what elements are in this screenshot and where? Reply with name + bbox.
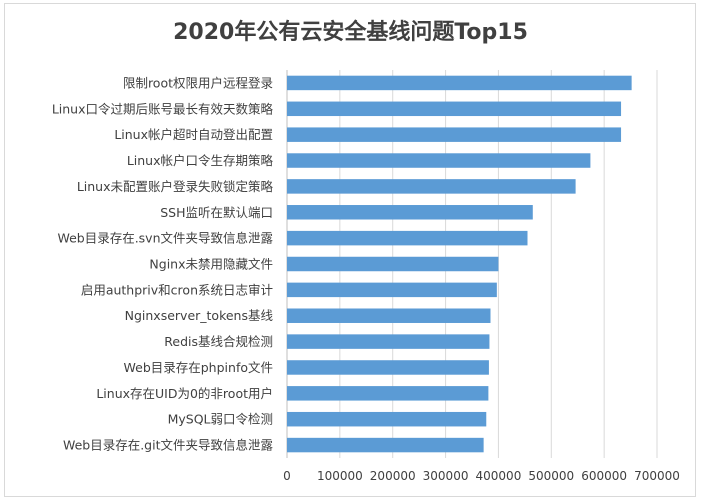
category-label: Linux口令过期后账号最长有效天数策略 <box>52 101 274 116</box>
category-label: 限制root权限用户远程登录 <box>123 75 273 90</box>
chart-title: 2020年公有云安全基线问题Top15 <box>173 20 528 45</box>
bar <box>287 334 490 349</box>
category-label: Linux帐户口令生存期策略 <box>127 153 274 168</box>
x-tick-label: 600000 <box>581 469 627 483</box>
bar <box>287 437 484 453</box>
x-tick-label: 300000 <box>423 469 469 483</box>
bar <box>287 101 622 117</box>
bar <box>287 230 528 246</box>
category-label: Nginx未禁用隐藏文件 <box>149 257 273 272</box>
bar <box>287 179 576 194</box>
bar <box>287 386 489 401</box>
bar <box>287 360 489 375</box>
bar <box>287 205 533 220</box>
category-label: Linux未配置账户登录失败锁定策略 <box>77 179 274 194</box>
bar <box>287 75 632 91</box>
x-tick-label: 400000 <box>476 469 522 483</box>
category-label: Redis基线合规检测 <box>164 334 273 349</box>
category-label: Nginxserver_tokens基线 <box>125 308 274 323</box>
x-tick-label: 200000 <box>370 469 416 483</box>
category-label: Linux帐户超时自动登出配置 <box>114 127 273 142</box>
bar <box>287 411 487 427</box>
category-label: Web目录存在.git文件夹导致信息泄露 <box>63 438 274 453</box>
x-tick-label: 700000 <box>634 469 680 483</box>
category-label: MySQL弱口令检测 <box>168 412 273 427</box>
bar <box>287 127 622 142</box>
category-label: SSH监听在默认端口 <box>160 205 273 220</box>
category-label: Web目录存在.svn文件夹导致信息泄露 <box>57 231 273 246</box>
x-tick-label: 500000 <box>528 469 574 483</box>
x-tick-label: 100000 <box>317 469 363 483</box>
bar <box>287 282 497 298</box>
bar <box>287 153 591 168</box>
bar <box>287 308 491 323</box>
x-tick-label: 0 <box>283 469 291 483</box>
bar <box>287 256 499 272</box>
category-label: 启用authpriv和cron系统日志审计 <box>81 282 273 297</box>
category-label: Linux存在UID为0的非root用户 <box>96 386 273 401</box>
category-label: Web目录存在phpinfo文件 <box>124 360 274 375</box>
